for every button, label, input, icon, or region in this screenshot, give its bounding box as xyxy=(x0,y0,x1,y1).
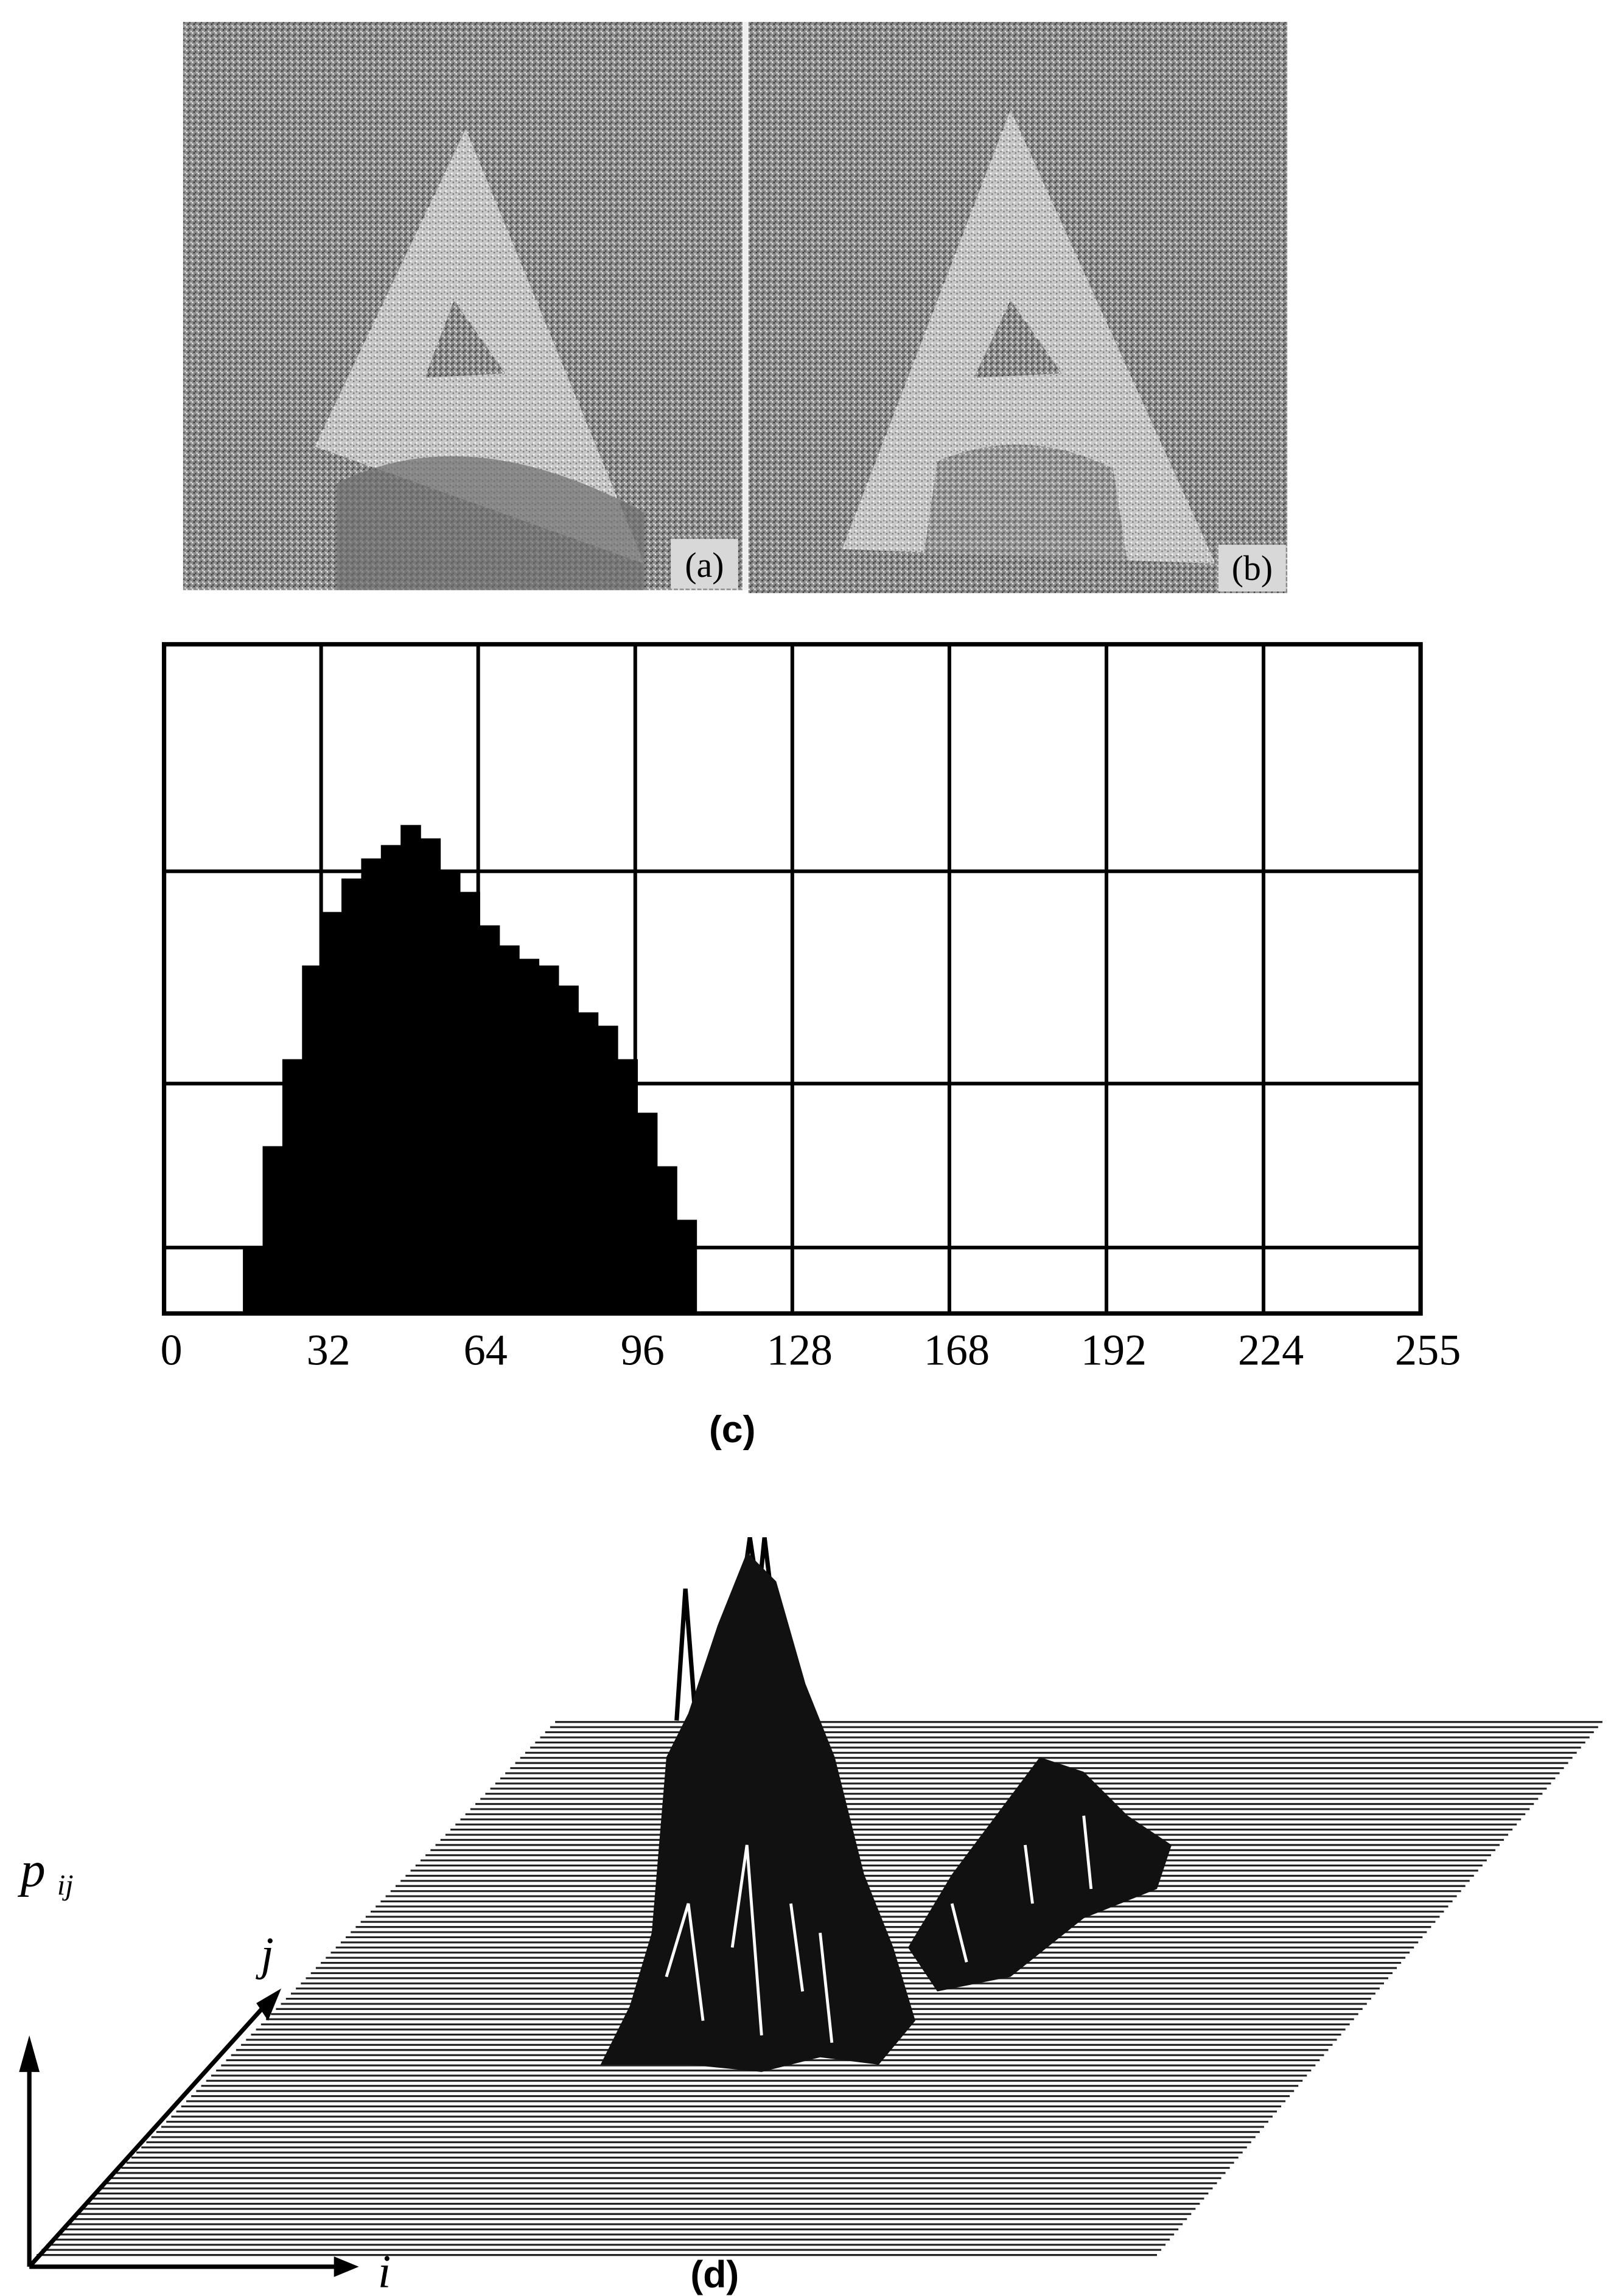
histogram-bar xyxy=(539,966,559,1314)
x-tick-label: 32 xyxy=(307,1326,351,1375)
histogram-bar xyxy=(243,1246,264,1313)
histogram-bar xyxy=(677,1220,697,1313)
image-a xyxy=(183,22,743,590)
histogram-bar xyxy=(400,825,421,1314)
histogram-bar xyxy=(657,1166,677,1313)
histogram-bar xyxy=(282,1059,303,1314)
x-tick-label: 192 xyxy=(1081,1326,1147,1375)
j-axis-label: j xyxy=(255,1927,273,1980)
histogram-bar xyxy=(519,959,539,1314)
image-b xyxy=(749,22,1288,593)
histogram-bar xyxy=(322,912,343,1314)
x-tick-label: 224 xyxy=(1238,1326,1304,1375)
histogram-bar xyxy=(361,859,382,1314)
panel-label: (c) xyxy=(709,1408,755,1451)
x-tick-label: 255 xyxy=(1395,1326,1461,1375)
z-axis-label: p xyxy=(18,1841,46,1897)
x-tick-label: 96 xyxy=(621,1326,665,1375)
x-tick-label: 64 xyxy=(464,1326,508,1375)
histogram-bar xyxy=(558,986,579,1314)
figure: (a) (b) (c) p ij j i (d) 0 32 64 96 128 168 19… xyxy=(0,0,1611,2296)
histogram-bar xyxy=(341,879,362,1314)
histogram xyxy=(164,644,1421,1314)
histogram-bar xyxy=(421,839,441,1314)
histogram-bar xyxy=(480,926,500,1314)
histogram-bar xyxy=(499,946,520,1314)
panel-label: (b) xyxy=(1232,550,1273,588)
histogram-bar xyxy=(637,1113,658,1314)
i-axis-label: i xyxy=(378,2245,391,2296)
panel-label: (d) xyxy=(690,2253,739,2296)
x-tick-label: 128 xyxy=(767,1326,833,1375)
histogram-bar xyxy=(262,1146,283,1313)
panel-label: (a) xyxy=(685,546,724,585)
histogram-bar xyxy=(598,1026,618,1314)
x-tick-label: 168 xyxy=(924,1326,990,1375)
x-tick-label: 0 xyxy=(161,1326,183,1375)
histogram-bar xyxy=(381,845,402,1314)
histogram-bar xyxy=(578,1013,599,1314)
histogram-bar xyxy=(440,872,461,1314)
z-axis-subscript: ij xyxy=(57,1869,74,1902)
surface-plot xyxy=(19,1538,1602,2277)
